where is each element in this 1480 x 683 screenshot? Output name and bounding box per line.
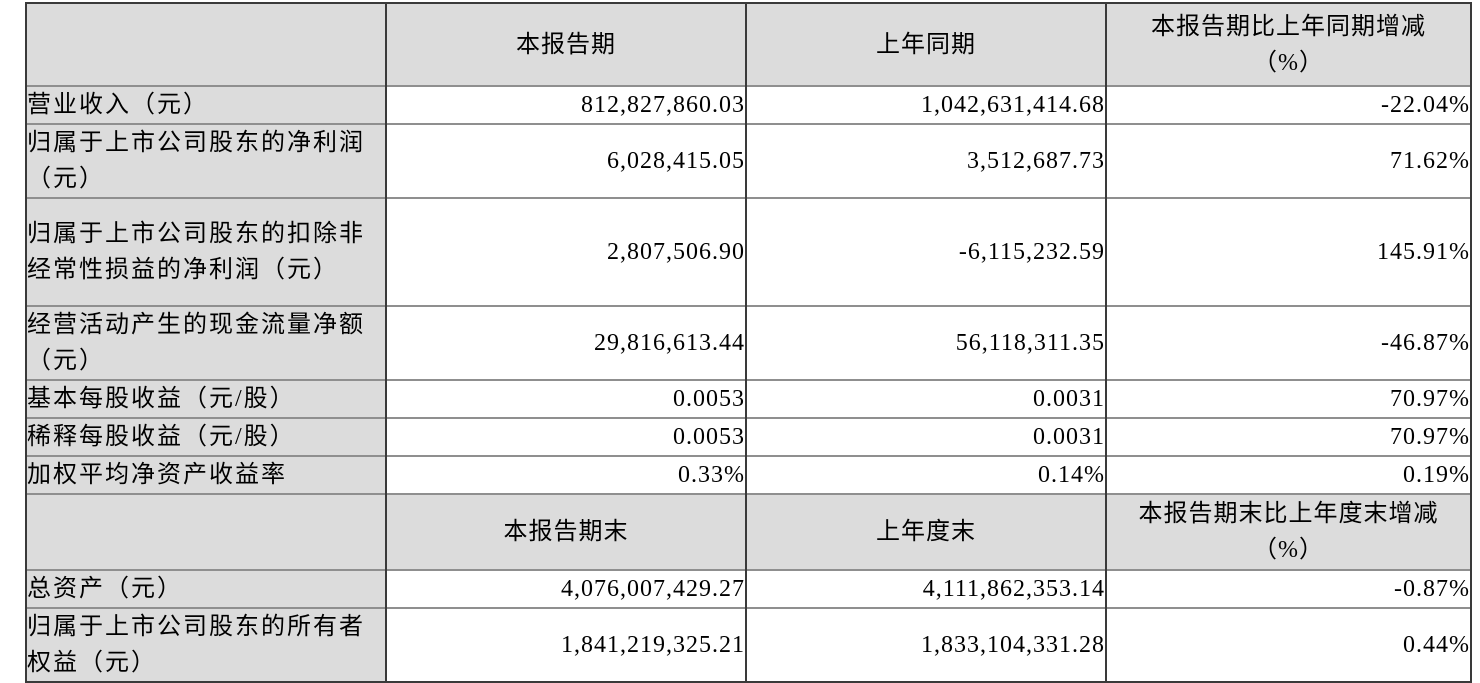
key-financials-table: 本报告期 上年同期 本报告期比上年同期增减 （%） 营业收入（元） 812,82… [25, 2, 1472, 683]
value-change: -22.04% [1105, 85, 1472, 124]
value-change: 0.19% [1105, 455, 1472, 494]
period-header-change-line2: （%） [1253, 49, 1324, 76]
value-prior: 0.14% [745, 455, 1106, 494]
balance-header-change-line1: 本报告期末比上年度末增减 [1138, 501, 1439, 527]
value-current: 0.0053 [385, 417, 746, 456]
table-row-weighted-avg-roe: 加权平均净资产收益率 0.33% 0.14% 0.19% [25, 455, 1472, 494]
row-label: 总资产（元） [25, 569, 386, 608]
row-label: 加权平均净资产收益率 [25, 455, 386, 494]
value-prior: 1,042,631,414.68 [745, 85, 1106, 124]
table-row-shareholders-equity: 归属于上市公司股东的所有者权益（元） 1,841,219,325.21 1,83… [25, 607, 1472, 683]
table-row-revenue: 营业收入（元） 812,827,860.03 1,042,631,414.68 … [25, 85, 1472, 124]
table-row-total-assets: 总资产（元） 4,076,007,429.27 4,111,862,353.14… [25, 569, 1472, 608]
value-current: 0.0053 [385, 379, 746, 418]
row-label: 归属于上市公司股东的净利润（元） [25, 123, 386, 198]
value-change: 145.91% [1105, 197, 1472, 306]
value-prior: 56,118,311.35 [745, 305, 1106, 380]
table-row-diluted-eps: 稀释每股收益（元/股） 0.0053 0.0031 70.97% [25, 417, 1472, 456]
value-change: 0.44% [1105, 607, 1472, 683]
balance-header-change-line2: （%） [1253, 537, 1324, 563]
row-label: 经营活动产生的现金流量净额（元） [25, 305, 386, 380]
value-current: 1,841,219,325.21 [385, 607, 746, 683]
table-row-net-profit-deducted: 归属于上市公司股东的扣除非经常性损益的净利润（元） 2,807,506.90 -… [25, 197, 1472, 306]
row-label: 归属于上市公司股东的所有者权益（元） [25, 607, 386, 683]
value-prior: 0.0031 [745, 379, 1106, 418]
balance-header-change-cell: 本报告期末比上年度末增减 （%） [1105, 493, 1472, 570]
value-current: 4,076,007,429.27 [385, 569, 746, 608]
table-row-basic-eps: 基本每股收益（元/股） 0.0053 0.0031 70.97% [25, 379, 1472, 418]
value-change: -0.87% [1105, 569, 1472, 608]
row-label: 稀释每股收益（元/股） [25, 417, 386, 456]
balance-header-blank-cell [25, 493, 386, 570]
balance-header-current-cell: 本报告期末 [385, 493, 746, 570]
value-prior: 3,512,687.73 [745, 123, 1106, 198]
balance-header-prior-cell: 上年度末 [745, 493, 1106, 570]
period-header-prior-cell: 上年同期 [745, 2, 1106, 86]
value-current: 2,807,506.90 [385, 197, 746, 306]
value-current: 6,028,415.05 [385, 123, 746, 198]
value-prior: 0.0031 [745, 417, 1106, 456]
value-change: 70.97% [1105, 417, 1472, 456]
table-row-operating-cash-flow: 经营活动产生的现金流量净额（元） 29,816,613.44 56,118,31… [25, 305, 1472, 380]
period-header-blank-cell [25, 2, 386, 86]
value-prior: 1,833,104,331.28 [745, 607, 1106, 683]
period-header-current-cell: 本报告期 [385, 2, 746, 86]
row-label: 归属于上市公司股东的扣除非经常性损益的净利润（元） [25, 197, 386, 306]
value-current: 0.33% [385, 455, 746, 494]
period-header-change-cell: 本报告期比上年同期增减 （%） [1105, 2, 1472, 86]
value-current: 812,827,860.03 [385, 85, 746, 124]
period-header-row: 本报告期 上年同期 本报告期比上年同期增减 （%） [25, 2, 1472, 86]
period-header-change-line1: 本报告期比上年同期增减 [1151, 13, 1426, 40]
value-change: 71.62% [1105, 123, 1472, 198]
value-change: 70.97% [1105, 379, 1472, 418]
table-row-net-profit: 归属于上市公司股东的净利润（元） 6,028,415.05 3,512,687.… [25, 123, 1472, 198]
balance-header-row: 本报告期末 上年度末 本报告期末比上年度末增减 （%） [25, 493, 1472, 570]
value-prior: 4,111,862,353.14 [745, 569, 1106, 608]
value-prior: -6,115,232.59 [745, 197, 1106, 306]
row-label: 基本每股收益（元/股） [25, 379, 386, 418]
financial-summary-table: 本报告期 上年同期 本报告期比上年同期增减 （%） 营业收入（元） 812,82… [25, 2, 1472, 683]
value-current: 29,816,613.44 [385, 305, 746, 380]
value-change: -46.87% [1105, 305, 1472, 380]
row-label: 营业收入（元） [25, 85, 386, 124]
